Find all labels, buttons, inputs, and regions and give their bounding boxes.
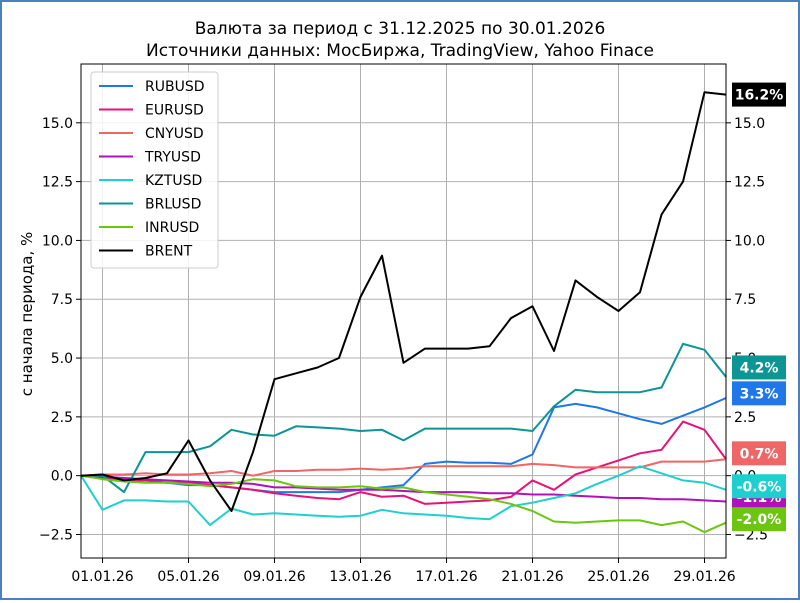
series-line-cnyusd (80, 458, 727, 477)
y-tick-label-right: 15.0 (734, 116, 765, 132)
y-tick-label-left: 2.5 (51, 410, 73, 426)
y-tick-label-right: 10.0 (734, 233, 765, 249)
y-tick-label-left: 12.5 (42, 175, 73, 191)
y-tick-label-left: 5.0 (51, 351, 73, 367)
badge-box-brent (732, 82, 786, 107)
badge-value-rubusd: 3.3% (740, 386, 779, 402)
series-line-kztusd (80, 465, 727, 527)
x-tick-label: 05.01.26 (157, 569, 219, 585)
badge-box-rubusd (732, 381, 786, 406)
y-tick-label-right: 2.5 (734, 410, 756, 426)
badge-value-kztusd: -0.6% (737, 479, 782, 495)
legend: RUBUSD EURUSD CNYUSD TRYUSD KZTUSD BRLUSD INRU… (90, 71, 219, 269)
x-tick-label: 25.01.26 (587, 569, 649, 585)
y-tick-label-right: −2.5 (734, 527, 768, 543)
legend-box (90, 71, 219, 269)
end-value-badges: 16.2%4.2%3.3%0.7%-1.1%-0.6%-2.0% (732, 82, 786, 532)
badge-value-eurusd: 0.7% (740, 446, 779, 462)
y-tick-label-left: 0.0 (51, 469, 73, 485)
series-line-tryusd (80, 474, 727, 503)
badge-box-inrusd (732, 507, 786, 532)
y-axis-label: с начала периода, % (18, 232, 36, 396)
axis-ticks: 01.01.26 05.01.26 09.01.26 13.01.26 17.01.26… (39, 116, 768, 585)
badge-value-inrusd: -2.0% (737, 512, 782, 528)
badge-value-brent: 16.2% (735, 88, 784, 104)
x-tick-label: 09.01.26 (243, 569, 305, 585)
legend-label-brent: BRENT (145, 244, 193, 260)
y-tick-label-left: 7.5 (51, 292, 73, 308)
legend-label-kztusd: KZTUSD (145, 173, 202, 189)
x-tick-label: 13.01.26 (329, 569, 391, 585)
series-line-inrusd (80, 474, 727, 534)
x-tick-label: 21.01.26 (501, 569, 563, 585)
series-line-eurusd (80, 420, 727, 505)
grid (81, 64, 726, 558)
x-tick-label: 17.01.26 (415, 569, 477, 585)
chart-title: Валюта за период с 31.12.2025 по 30.01.2… (195, 19, 606, 39)
y-tick-label-left: 15.0 (42, 116, 73, 132)
series-lines (80, 91, 727, 534)
legend-label-tryusd: TRYUSD (144, 150, 201, 166)
badge-box-kztusd (732, 474, 786, 499)
x-tick-label: 29.01.26 (673, 569, 735, 585)
badge-box-brlusd (732, 355, 786, 380)
series-line-brlusd (81, 342, 727, 494)
series-line-rubusd (81, 397, 727, 494)
legend-label-inrusd: INRUSD (145, 220, 199, 236)
series-line-brent (80, 91, 727, 512)
legend-label-brlusd: BRLUSD (145, 197, 201, 213)
y-tick-label-left: 10.0 (42, 233, 73, 249)
badge-box-eurusd (732, 441, 786, 466)
chart-subtitle: Источники данных: МосБиржа, TradingView,… (146, 41, 654, 61)
x-tick-label: 01.01.26 (71, 569, 133, 585)
y-tick-label-left: −2.5 (39, 527, 73, 543)
badge-value-brlusd: 4.2% (740, 360, 779, 376)
y-tick-label-right: 12.5 (734, 175, 765, 191)
legend-label-rubusd: RUBUSD (145, 79, 205, 95)
legend-label-cnyusd: CNYUSD (145, 126, 204, 142)
y-tick-label-right: 7.5 (734, 292, 756, 308)
legend-label-eurusd: EURUSD (145, 103, 204, 119)
plot-area-border (80, 63, 727, 559)
